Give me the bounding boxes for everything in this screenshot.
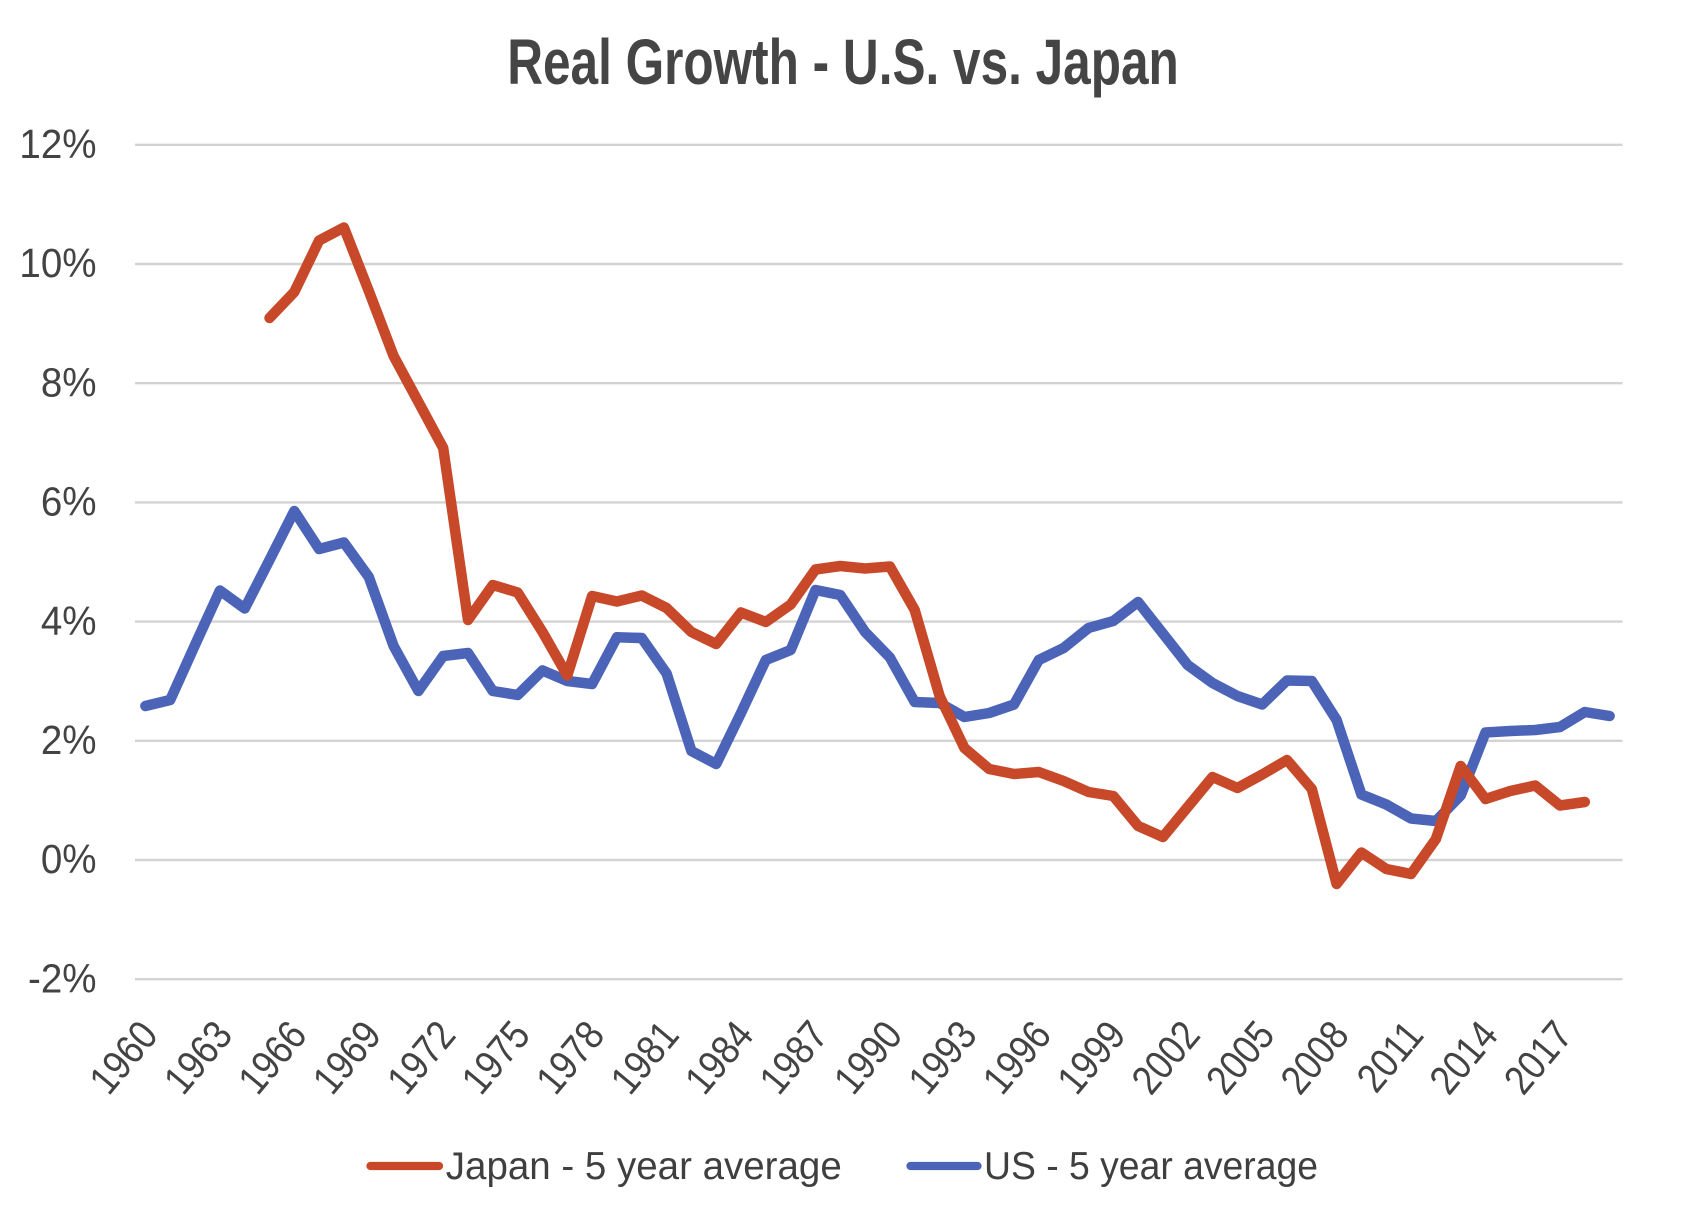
svg-text:8%: 8% [41, 360, 97, 405]
svg-text:2%: 2% [41, 718, 97, 763]
svg-text:-2%: -2% [28, 956, 96, 1001]
svg-text:Japan - 5 year average: Japan - 5 year average [446, 1145, 842, 1188]
svg-text:12%: 12% [19, 122, 96, 167]
svg-text:0%: 0% [41, 837, 97, 882]
svg-text:4%: 4% [41, 599, 97, 644]
svg-text:6%: 6% [41, 480, 97, 525]
svg-text:Real Growth - U.S. vs. Japan: Real Growth - U.S. vs. Japan [507, 27, 1179, 99]
svg-text:US - 5 year average: US - 5 year average [984, 1146, 1318, 1189]
svg-text:10%: 10% [19, 241, 96, 286]
